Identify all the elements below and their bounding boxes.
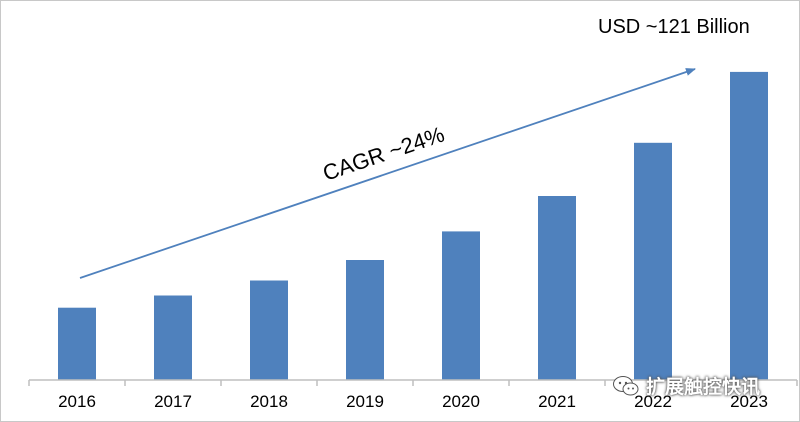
bar-2020 [442,231,480,380]
x-tick-label-2016: 2016 [58,392,96,411]
x-tick-label-2018: 2018 [250,392,288,411]
x-tick-label-2023: 2023 [730,392,768,411]
bar-2017 [154,295,192,380]
bar-2023 [730,71,768,381]
bar-2016 [58,307,96,380]
x-tick-label-2020: 2020 [442,392,480,411]
cagr-trend-arrow [79,68,696,279]
watermark: 扩展触控快讯 [612,372,760,399]
bar-2018 [250,280,288,380]
watermark-text: 扩展触控快讯 [646,376,761,398]
bar-2022 [634,142,672,380]
cagr-annotation: CAGR ~24% [320,121,448,185]
bar-2019 [346,260,384,380]
bar-2021 [538,196,576,380]
x-tick-label-2017: 2017 [154,392,192,411]
top-value-annotation: USD ~121 Billion [598,16,750,38]
x-tick-label-2019: 2019 [346,392,384,411]
x-tick-label-2022: 2022 [634,392,672,411]
x-tick-label-2021: 2021 [538,392,576,411]
wechat-icon [613,375,639,395]
